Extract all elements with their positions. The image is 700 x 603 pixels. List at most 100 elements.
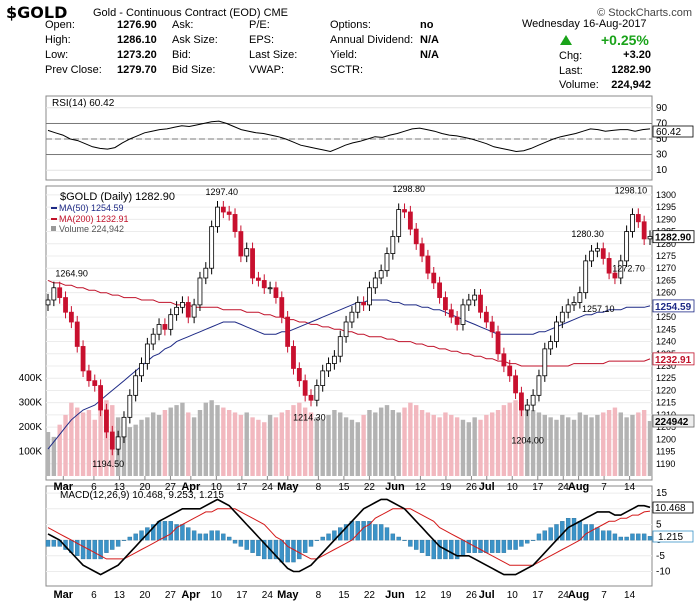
macd-hist-bar: [133, 533, 138, 541]
candle-body: [361, 302, 367, 306]
macd-hist-bar: [273, 539, 279, 560]
macd-hist-bar: [285, 539, 290, 563]
macd-hist-bar: [168, 521, 173, 541]
volume-bar: [139, 419, 144, 476]
candle-body: [267, 287, 273, 290]
volume-bar: [606, 410, 612, 476]
rsi-value-tag: [652, 125, 694, 138]
volume-bar: [636, 412, 641, 476]
candle-body: [98, 385, 104, 411]
macd-hist-bar: [478, 539, 483, 553]
candle-body: [203, 267, 209, 279]
candle-body: [308, 394, 314, 401]
volume-bar: [314, 417, 320, 476]
volume-bar: [612, 407, 618, 476]
macd-title: MACD(12,26,9) 10.468, 9.253, 1.215: [60, 490, 224, 501]
rsi-tick-label: 30: [656, 150, 668, 161]
macd-hist-bar: [431, 539, 436, 560]
candle-body: [63, 297, 68, 313]
quote-panel: Open: 1276.90 High: 1286.10 Low: 1273.20…: [45, 18, 655, 93]
price-annotation: 1214.30: [293, 412, 326, 422]
candle-body: [402, 209, 407, 213]
ask-size-label: Ask Size:: [172, 34, 218, 46]
volume-bar: [174, 405, 179, 476]
ma200-legend: MA(200) 1232.91: [59, 214, 129, 224]
x-tick-label: Apr: [181, 481, 201, 493]
price-annotation: 1298.80: [393, 184, 426, 194]
x-tick-label: 20: [139, 482, 151, 493]
volume-bar: [262, 422, 267, 476]
open-label: Open:: [45, 19, 75, 31]
candle-body: [209, 226, 215, 269]
volume-bar: [308, 412, 314, 476]
macd-hist-bar: [186, 527, 191, 541]
x-tick-label-bottom: 27: [165, 590, 177, 601]
x-tick-label: Jul: [479, 481, 495, 493]
macd-hist-bar: [624, 536, 629, 541]
candle-body: [74, 321, 80, 347]
candle-body: [483, 311, 489, 323]
volume-bar: [69, 402, 74, 476]
candle-body: [554, 321, 559, 342]
volume-bar: [565, 417, 571, 476]
x-tick-label: 8: [316, 482, 322, 493]
volume-bar: [361, 414, 366, 476]
x-tick-label-bottom: Jul: [479, 589, 495, 601]
date-label: Wednesday 16-Aug-2017: [522, 18, 647, 30]
candle-body: [162, 324, 168, 330]
candle-body: [45, 299, 51, 306]
price-tick-label: 1270: [656, 263, 676, 273]
candle-body: [407, 211, 413, 230]
x-tick-label-bottom: Mar: [54, 589, 74, 601]
volume-bar: [98, 402, 103, 476]
candle-body: [425, 255, 431, 274]
candle-body: [109, 431, 115, 450]
price-panel: 1190119512001205121012151220122512301235…: [19, 184, 695, 481]
x-tick-label: 24: [262, 482, 274, 493]
price-tick-label: 1190: [656, 459, 675, 469]
macd-tick-label: -5: [656, 551, 665, 562]
macd-hist-bar: [425, 539, 431, 557]
volume-bar: [343, 417, 349, 476]
macd-hist-bar: [297, 539, 302, 560]
candle-body: [630, 214, 635, 232]
candle-body: [419, 243, 425, 257]
volume-bar: [536, 412, 542, 476]
x-tick-label-bottom: 26: [466, 590, 478, 601]
macd-hist-bar: [484, 539, 489, 553]
macd-hist-bar: [51, 539, 57, 547]
candle-body: [127, 394, 133, 418]
candle-body: [589, 250, 594, 262]
macd-hist-bar: [595, 527, 600, 541]
macd-hist-bar: [408, 539, 413, 547]
macd-hist-bar: [548, 527, 553, 541]
volume-bar: [226, 410, 232, 476]
candle-body: [583, 260, 589, 294]
volume-legend: Volume 224,942: [59, 224, 124, 234]
macd-hist-bar: [402, 539, 407, 541]
macd-hist-bar: [571, 518, 577, 541]
volume-bar: [454, 417, 460, 476]
candle-body: [144, 343, 150, 364]
candle-body: [367, 287, 372, 306]
macd-hist-bar: [320, 536, 325, 541]
low-value: 1273.20: [117, 49, 157, 61]
x-tick-label: 24: [558, 482, 570, 493]
macd-hist-bar: [92, 539, 97, 560]
candle-body: [302, 380, 308, 396]
macd-hist-bar: [636, 533, 641, 541]
macd-hist-bar: [302, 539, 308, 553]
volume-bar: [92, 419, 97, 476]
high-label: High:: [45, 34, 71, 46]
x-tick-label: Jun: [385, 481, 405, 493]
candle-body: [197, 277, 203, 306]
volume-bar: [145, 417, 150, 476]
macd-hist-bar: [279, 539, 284, 563]
exchange-label: CME: [263, 7, 289, 19]
price-title: $GOLD (Daily) 1282.90: [60, 191, 175, 203]
macd-hist-bar: [121, 539, 127, 541]
candle-body: [244, 248, 250, 257]
price-tick-label: 1215: [656, 398, 676, 408]
candle-body: [600, 248, 606, 259]
candle-body: [343, 321, 349, 338]
